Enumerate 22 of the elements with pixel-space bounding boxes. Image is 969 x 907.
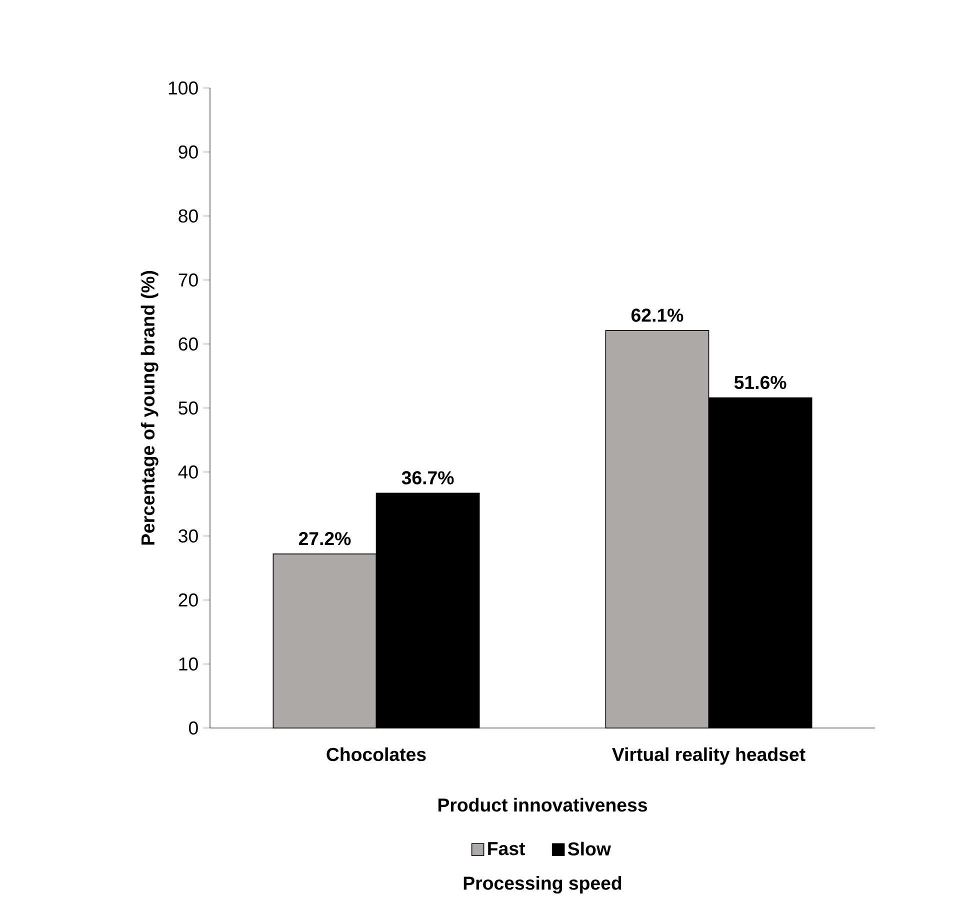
x-tick-label: Chocolates [326,747,426,762]
y-tick-label: 50 [178,401,198,415]
y-tick-label: 80 [178,209,198,223]
y-tick-label: 40 [178,465,198,479]
legend-label: Slow [568,842,611,856]
data-label: 36.7% [402,471,454,484]
data-label: 62.1% [631,308,684,322]
data-label: 27.2% [298,532,351,546]
y-tick-label: 20 [178,593,198,607]
y-tick-label: 10 [179,657,198,671]
legend-label: Fast [488,842,526,856]
x-tick-label: Virtual reality headset [612,747,806,765]
legend-title: Processing speed [464,876,622,894]
y-tick-label: 90 [178,145,198,159]
y-tick-label: 70 [178,273,198,287]
x-axis-title: Product innovativeness [438,798,648,812]
y-axis-title: Percentage of young brand (%) [140,270,158,545]
y-tick-label: 0 [188,721,198,735]
y-tick-label: 30 [178,529,198,543]
y-tick-label: 60 [178,337,198,351]
y-tick-label: 100 [168,81,198,95]
data-label: 51.6% [734,376,786,390]
